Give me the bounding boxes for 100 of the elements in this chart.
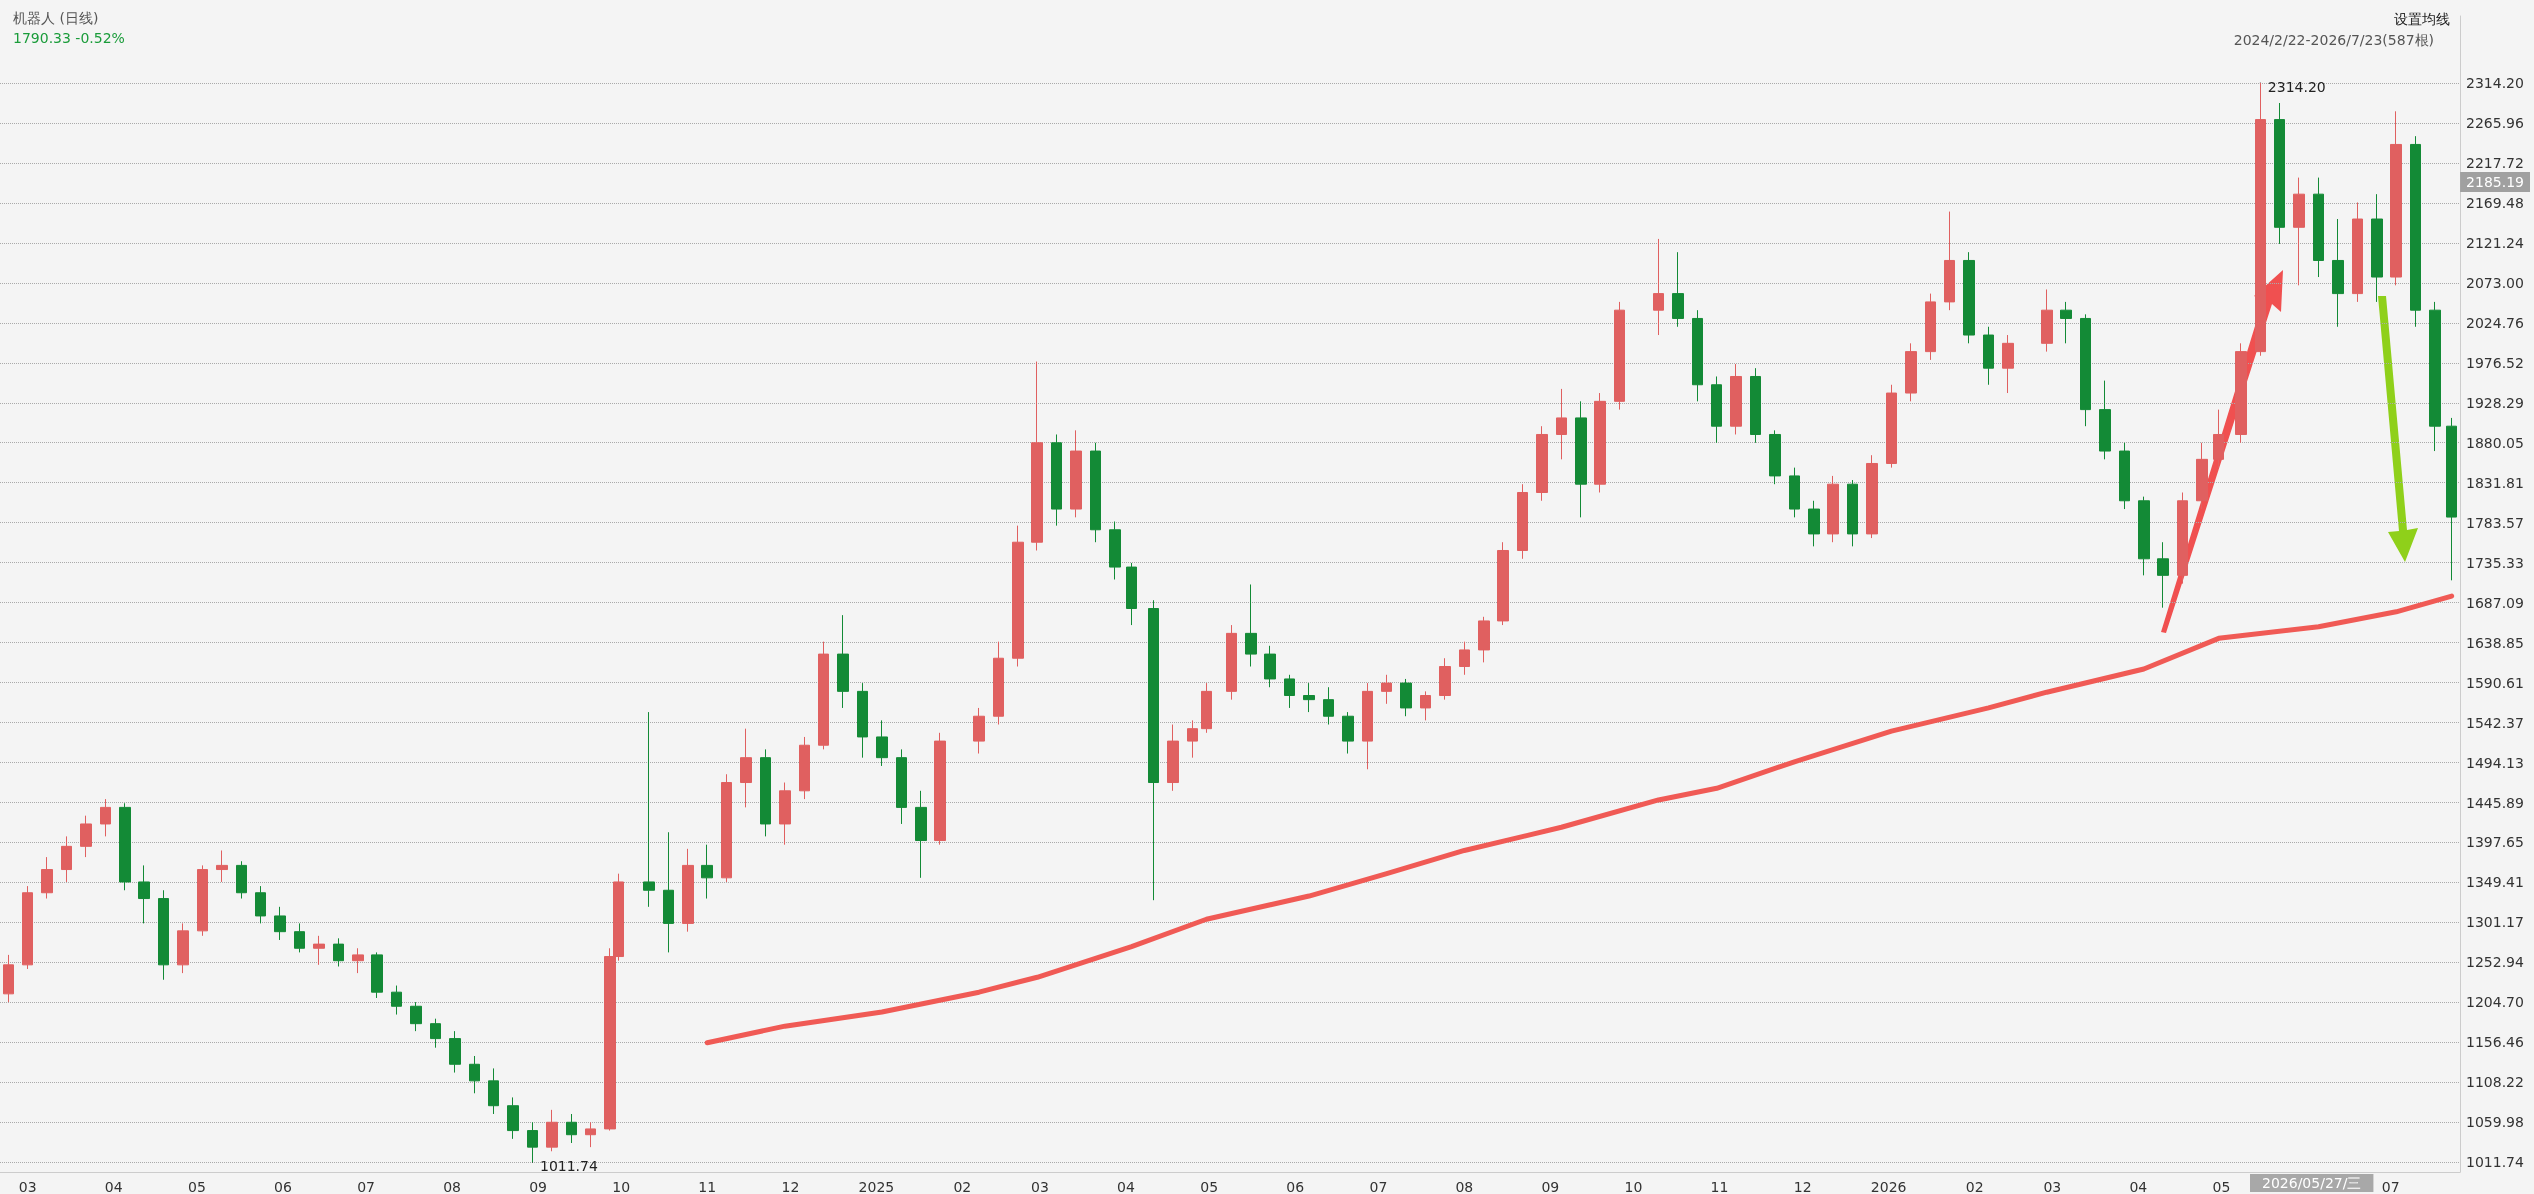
- candlestick: [1167, 724, 1179, 792]
- candlestick: [294, 922, 305, 953]
- candlestick: [333, 937, 344, 967]
- x-tick-label: 02: [953, 1179, 972, 1194]
- x-tick-label: 09: [1541, 1179, 1560, 1194]
- candlestick: [2390, 110, 2402, 286]
- x-tick-label: 02: [1965, 1179, 1984, 1194]
- candlestick: [1226, 624, 1237, 701]
- x-tick-label: 05: [1200, 1179, 1219, 1194]
- candlestick: [371, 951, 383, 999]
- candlestick: [2213, 409, 2224, 469]
- x-tick-label: 04: [1117, 1179, 1135, 1194]
- candlestick: [410, 1001, 422, 1032]
- candlestick: [1672, 251, 1684, 328]
- candlestick: [1284, 674, 1295, 709]
- y-tick-label: 2314.20: [2466, 74, 2524, 91]
- candlestick: [1827, 475, 1839, 543]
- candlestick: [2080, 313, 2091, 427]
- candlestick: [1031, 361, 1043, 551]
- candlestick: [546, 1109, 558, 1152]
- candlestick: [1497, 541, 1509, 626]
- x-tick-label: 2025: [858, 1179, 895, 1194]
- candlestick: [22, 885, 33, 970]
- candlestick: [1012, 525, 1024, 668]
- y-tick-label: 2121.24: [2466, 234, 2524, 251]
- candlestick: [274, 906, 286, 941]
- candlestick: [993, 641, 1004, 726]
- y-tick-label: 2169.48: [2466, 194, 2524, 211]
- candlestick: [1459, 641, 1470, 676]
- x-tick-label: 12: [781, 1179, 800, 1194]
- x-tick-label: 12: [1793, 1179, 1812, 1194]
- x-tick-label: 07: [357, 1179, 375, 1194]
- candlestick: [177, 922, 189, 974]
- candlestick: [1187, 719, 1198, 759]
- candlestick: [2274, 102, 2285, 245]
- candlestick: [2002, 334, 2014, 394]
- candlestick: [2255, 82, 2266, 357]
- candlestick: [1478, 616, 1490, 663]
- candlestick: [1886, 384, 1897, 469]
- y-tick-label: 1687.09: [2466, 594, 2524, 611]
- y-tick-label: 1108.22: [2466, 1074, 2524, 1091]
- candlestick: [1789, 467, 1800, 518]
- x-tick-label: 03: [1031, 1179, 1049, 1194]
- candlestick: [1614, 301, 1625, 411]
- candlestick: [61, 835, 72, 883]
- candlestick: [721, 773, 732, 883]
- candlestick: [740, 728, 752, 808]
- candlestick: [2332, 218, 2344, 328]
- candlestick: [1201, 682, 1212, 734]
- candlestick: [2446, 417, 2457, 581]
- x-tick-label: 03: [18, 1179, 37, 1194]
- candlestick: [1439, 657, 1451, 701]
- candlestick: [2293, 177, 2305, 286]
- candlestick: [1420, 690, 1431, 721]
- x-tick-label: 11: [1710, 1179, 1729, 1194]
- candlestick: [1594, 392, 1606, 493]
- candlestick: [158, 889, 169, 981]
- annotation: 1011.74: [539, 1158, 598, 1175]
- y-tick-label: 2024.76: [2466, 314, 2524, 331]
- y-tick-label: 1880.05: [2466, 434, 2524, 451]
- candlestick: [1750, 367, 1761, 444]
- candlestick: [527, 1121, 538, 1163]
- candlestick: [2371, 193, 2383, 303]
- candlestick: [934, 732, 946, 846]
- y-tick-label: 1928.29: [2466, 394, 2524, 411]
- candlestick: [682, 848, 694, 933]
- candlestick: [585, 1121, 596, 1148]
- y-tick-label: 1783.57: [2466, 514, 2524, 531]
- candlestick: [1905, 342, 1917, 402]
- candlestick: [1653, 238, 1664, 336]
- y-tick-label: 1397.65: [2466, 834, 2524, 851]
- candlestick: [2157, 541, 2169, 609]
- candlestick: [2060, 301, 2072, 344]
- candlestick: [1381, 674, 1392, 705]
- candlestick: [2313, 177, 2324, 278]
- candlestick: [1126, 562, 1137, 626]
- candlestick: [352, 947, 364, 974]
- candlestick: [138, 864, 150, 924]
- x-tick-label: 11: [698, 1179, 717, 1194]
- candlestick: [973, 707, 985, 755]
- y-tick-label: 1494.13: [2466, 754, 2524, 771]
- x-tick-label: 07: [2381, 1179, 2400, 1194]
- y-tick-label: 1011.74: [2466, 1154, 2524, 1171]
- y-tick-label: 1445.89: [2466, 794, 2524, 811]
- candlestick: [313, 935, 325, 966]
- x-tick-label: 04: [104, 1179, 123, 1194]
- y-tick-label: 2073.00: [2466, 274, 2524, 291]
- candlestick: [449, 1030, 461, 1074]
- x-tick-label: 06: [273, 1179, 292, 1194]
- candlestick: [876, 719, 888, 767]
- candlestick: [1148, 599, 1159, 901]
- x-tick-label: 09: [529, 1179, 547, 1194]
- candlestick: [915, 790, 927, 879]
- candlestick: [1323, 686, 1334, 726]
- candlestick: [837, 614, 849, 709]
- y-tick-label: 1976.52: [2466, 354, 2524, 371]
- candlestick: [566, 1113, 577, 1144]
- candlestick: [1847, 479, 1858, 547]
- candlestick: [1692, 309, 1703, 402]
- y-tick-label: 1349.41: [2466, 874, 2524, 891]
